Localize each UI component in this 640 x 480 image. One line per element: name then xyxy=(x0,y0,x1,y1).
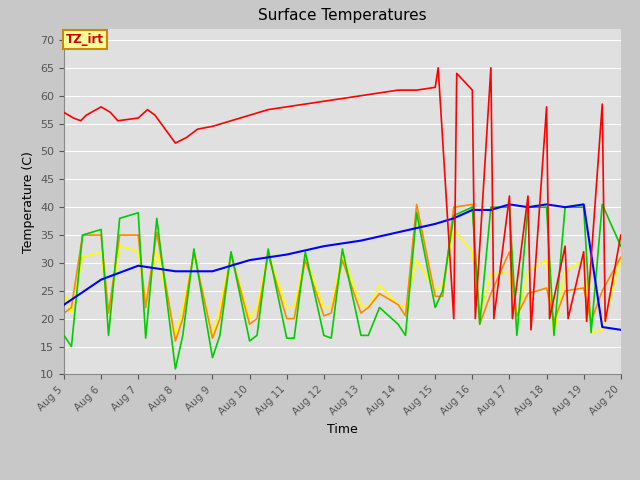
Legend: IRT Ground, IRT Canopy, Floor Tair, Tower TAir, TsoilD_2cm: IRT Ground, IRT Canopy, Floor Tair, Towe… xyxy=(91,477,594,480)
Y-axis label: Temperature (C): Temperature (C) xyxy=(22,151,35,252)
Text: TZ_irt: TZ_irt xyxy=(66,33,104,46)
Title: Surface Temperatures: Surface Temperatures xyxy=(258,9,427,24)
X-axis label: Time: Time xyxy=(327,423,358,436)
